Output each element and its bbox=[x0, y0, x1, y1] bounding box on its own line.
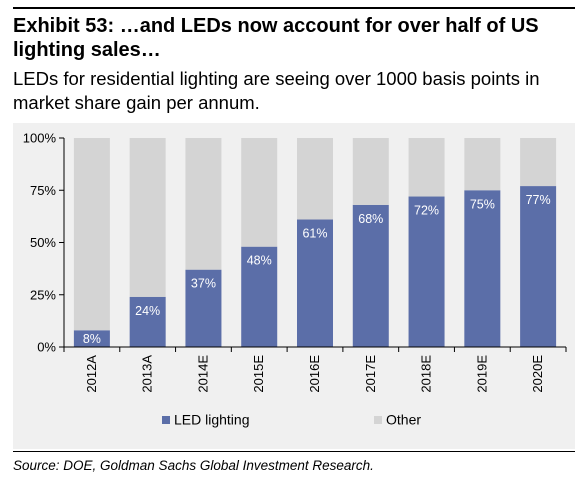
bar-other bbox=[352, 138, 389, 205]
data-label: 61% bbox=[302, 227, 327, 241]
data-label: 72% bbox=[414, 204, 439, 218]
bar-led-lighting bbox=[297, 219, 333, 347]
data-label: 24% bbox=[135, 304, 160, 318]
legend-label: LED lighting bbox=[174, 412, 250, 428]
x-category-label: 2018E bbox=[419, 355, 434, 393]
bar-other bbox=[520, 138, 557, 187]
data-label: 68% bbox=[358, 212, 383, 226]
bar-led-lighting bbox=[464, 190, 501, 347]
y-tick-label: 100% bbox=[23, 131, 57, 146]
top-rule bbox=[13, 7, 575, 9]
bar-other bbox=[297, 138, 333, 220]
y-tick-label: 75% bbox=[30, 183, 56, 198]
bar-led-lighting bbox=[241, 246, 278, 347]
exhibit-subtitle: LEDs for residential lighting are seeing… bbox=[13, 68, 540, 113]
bar-led-lighting bbox=[352, 204, 389, 347]
bar-led-lighting bbox=[520, 186, 557, 347]
bar-other bbox=[185, 138, 222, 270]
data-label: 75% bbox=[470, 197, 495, 211]
x-category-label: 2016E bbox=[307, 355, 322, 393]
bar-other bbox=[464, 138, 501, 191]
data-label: 48% bbox=[247, 254, 272, 268]
bar-other bbox=[129, 138, 166, 297]
source-note: Source: DOE, Goldman Sachs Global Invest… bbox=[13, 458, 374, 473]
data-label: 37% bbox=[191, 277, 216, 291]
y-tick-label: 50% bbox=[30, 235, 56, 250]
x-category-label: 2019E bbox=[474, 355, 489, 393]
bottom-rule bbox=[13, 451, 575, 452]
x-category-label: 2013A bbox=[140, 355, 155, 393]
bar-led-lighting bbox=[129, 296, 166, 347]
legend-swatch bbox=[374, 416, 382, 424]
exhibit-title: Exhibit 53: …and LEDs now account for ov… bbox=[13, 15, 539, 61]
x-category-label: 2012A bbox=[84, 355, 99, 393]
bar-led-lighting bbox=[73, 330, 110, 347]
data-label: 77% bbox=[526, 193, 551, 207]
bar-led-lighting bbox=[408, 196, 445, 347]
y-tick-label: 0% bbox=[37, 340, 56, 355]
legend-label: Other bbox=[386, 412, 421, 428]
x-category-label: 2017E bbox=[363, 355, 378, 393]
bar-other bbox=[241, 138, 278, 247]
y-tick-label: 25% bbox=[30, 287, 56, 302]
legend-swatch bbox=[162, 416, 170, 424]
data-label: 8% bbox=[83, 332, 101, 346]
x-category-label: 2015E bbox=[251, 355, 266, 393]
bar-other bbox=[73, 138, 110, 331]
bar-led-lighting bbox=[185, 269, 222, 347]
bar-other bbox=[408, 138, 445, 197]
x-category-label: 2014E bbox=[195, 355, 210, 393]
x-category-label: 2020E bbox=[530, 355, 545, 393]
